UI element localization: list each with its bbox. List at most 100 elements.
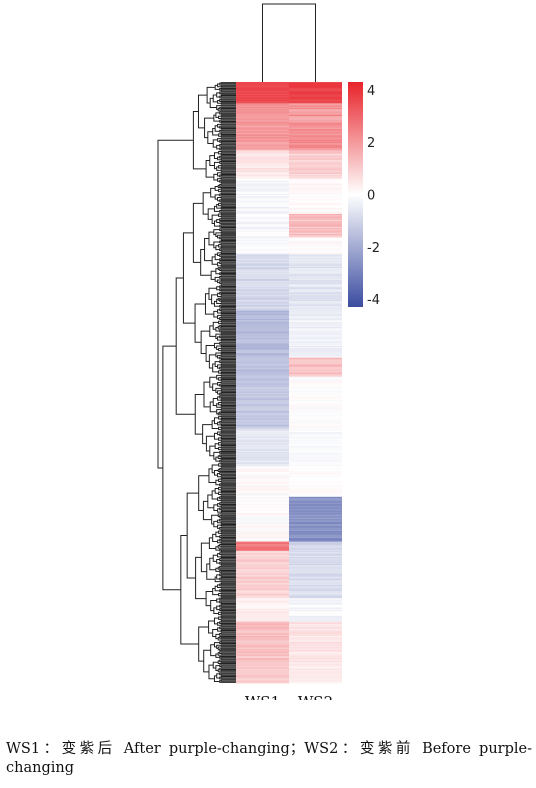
heatmap-cell	[236, 201, 289, 203]
heatmap-cell	[236, 197, 289, 200]
heatmap-cell	[289, 395, 342, 398]
heatmap-cell	[236, 190, 289, 193]
row-dendrogram-branch	[220, 243, 236, 246]
row-dendrogram-branch	[220, 129, 236, 132]
heatmap-cell	[236, 118, 289, 121]
heatmap-cell	[289, 401, 342, 404]
row-dendrogram-branch	[213, 220, 220, 227]
row-dendrogram-branch	[220, 577, 236, 580]
heatmap-cell	[236, 232, 289, 235]
heatmap-cell	[236, 667, 289, 670]
row-dendrogram-branch	[220, 104, 236, 107]
heatmap-cell	[236, 436, 289, 439]
heatmap-cell	[289, 279, 342, 282]
row-dendrogram-branch	[162, 345, 181, 591]
heatmap-cell	[289, 622, 342, 625]
heatmap-cell	[236, 176, 289, 179]
heatmap-cell	[236, 390, 289, 393]
row-dendrogram-branch	[220, 198, 236, 201]
heatmap-cell	[289, 424, 342, 427]
heatmap-cell	[289, 427, 342, 430]
row-dendrogram-branch	[220, 322, 236, 325]
heatmap-cell	[289, 489, 342, 492]
heatmap-cell	[289, 413, 342, 415]
row-dendrogram-branch	[220, 89, 236, 92]
heatmap-cell	[236, 189, 289, 192]
heatmap-cell	[236, 644, 289, 646]
heatmap-cell	[236, 672, 289, 675]
heatmap-cell	[236, 309, 289, 312]
heatmap-cell	[236, 188, 289, 190]
heatmap-cell	[236, 246, 289, 249]
heatmap-cell	[289, 342, 342, 345]
row-dendrogram-branch	[217, 396, 222, 401]
heatmap-cell	[289, 483, 342, 486]
heatmap-cell	[289, 249, 342, 252]
heatmap-cell	[289, 482, 342, 485]
heatmap-cell	[289, 497, 342, 500]
heatmap-cell	[289, 369, 342, 372]
heatmap-cell	[289, 455, 342, 458]
heatmap-cell	[289, 255, 342, 258]
heatmap-cell	[236, 185, 289, 188]
heatmap-cell	[236, 278, 289, 281]
row-dendrogram-branch	[212, 629, 218, 638]
heatmap-cell	[289, 631, 342, 633]
heatmap-cell	[289, 163, 342, 166]
row-dendrogram-branch	[220, 330, 236, 333]
heatmap-cell	[236, 673, 289, 676]
heatmap-cell	[289, 360, 342, 362]
heatmap-cell	[236, 668, 289, 671]
row-dendrogram-branch	[220, 141, 236, 144]
heatmap-cell	[289, 191, 342, 194]
heatmap-cell	[289, 373, 342, 375]
heatmap-cell	[236, 369, 289, 372]
heatmap-cell	[236, 503, 289, 506]
heatmap-cell	[289, 493, 342, 496]
row-dendrogram-branch	[220, 366, 236, 369]
heatmap-cell	[236, 340, 289, 342]
heatmap-cell	[236, 584, 289, 586]
colorbar-gradient	[348, 82, 363, 307]
heatmap-cell	[236, 186, 289, 189]
heatmap-cell	[236, 223, 289, 226]
row-dendrogram-branch	[217, 364, 222, 369]
row-dendrogram-branch	[220, 300, 236, 303]
row-dendrogram-branch	[220, 237, 236, 240]
row-dendrogram-branch	[218, 491, 222, 495]
row-dendrogram-branch	[217, 497, 222, 501]
row-dendrogram-branch	[216, 204, 222, 209]
heatmap-cell	[236, 399, 289, 401]
heatmap-cell	[236, 202, 289, 204]
row-dendrogram-branch	[213, 310, 218, 318]
heatmap-cell	[289, 672, 342, 675]
heatmap-cell	[289, 317, 342, 320]
heatmap-cell	[236, 169, 289, 171]
heatmap-cell	[236, 143, 289, 146]
heatmap-cell	[236, 608, 289, 611]
heatmap-cell	[289, 258, 342, 261]
heatmap-cell	[289, 336, 342, 339]
heatmap-cell	[289, 231, 342, 234]
heatmap-cell	[289, 587, 342, 590]
row-dendrogram-branch	[213, 675, 220, 683]
row-dendrogram-branch	[209, 445, 216, 457]
heatmap-cell	[289, 110, 342, 113]
row-dendrogram-branch	[220, 571, 236, 574]
heatmap-cell	[236, 144, 289, 147]
heatmap-cell	[236, 448, 289, 451]
heatmap-cell	[289, 665, 342, 668]
heatmap-cell	[289, 546, 342, 549]
heatmap-cell	[289, 588, 342, 591]
heatmap-cell	[236, 421, 289, 424]
heatmap-cell	[289, 605, 342, 607]
row-dendrogram-branch	[220, 82, 236, 85]
heatmap-cell	[236, 252, 289, 255]
heatmap-cell	[289, 664, 342, 666]
row-dendrogram-branch	[216, 298, 222, 305]
heatmap-cell	[236, 355, 289, 358]
row-dendrogram-branch	[192, 111, 207, 170]
heatmap-cell	[289, 166, 342, 169]
row-dendrogram-branch	[218, 442, 222, 446]
heatmap-cell	[236, 82, 289, 84]
